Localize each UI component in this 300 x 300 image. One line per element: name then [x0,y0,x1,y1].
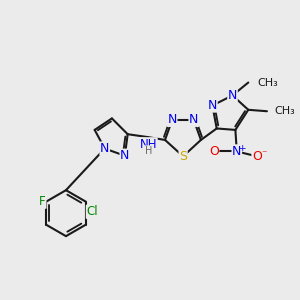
Text: NH: NH [140,138,157,151]
Text: S: S [179,150,187,163]
Text: Cl: Cl [86,205,98,218]
Text: N: N [208,99,217,112]
Text: H: H [145,146,152,156]
Text: N: N [120,149,130,162]
Text: N: N [228,89,237,102]
Text: F: F [39,195,46,208]
Text: N: N [232,145,242,158]
Text: N: N [100,142,110,155]
Text: O: O [209,145,219,158]
Text: ⁻: ⁻ [261,149,267,159]
Text: N: N [167,113,177,126]
Text: +: + [238,144,246,153]
Text: O: O [252,150,262,163]
Text: CH₃: CH₃ [274,106,295,116]
Text: CH₃: CH₃ [257,77,278,88]
Text: N: N [189,113,198,126]
